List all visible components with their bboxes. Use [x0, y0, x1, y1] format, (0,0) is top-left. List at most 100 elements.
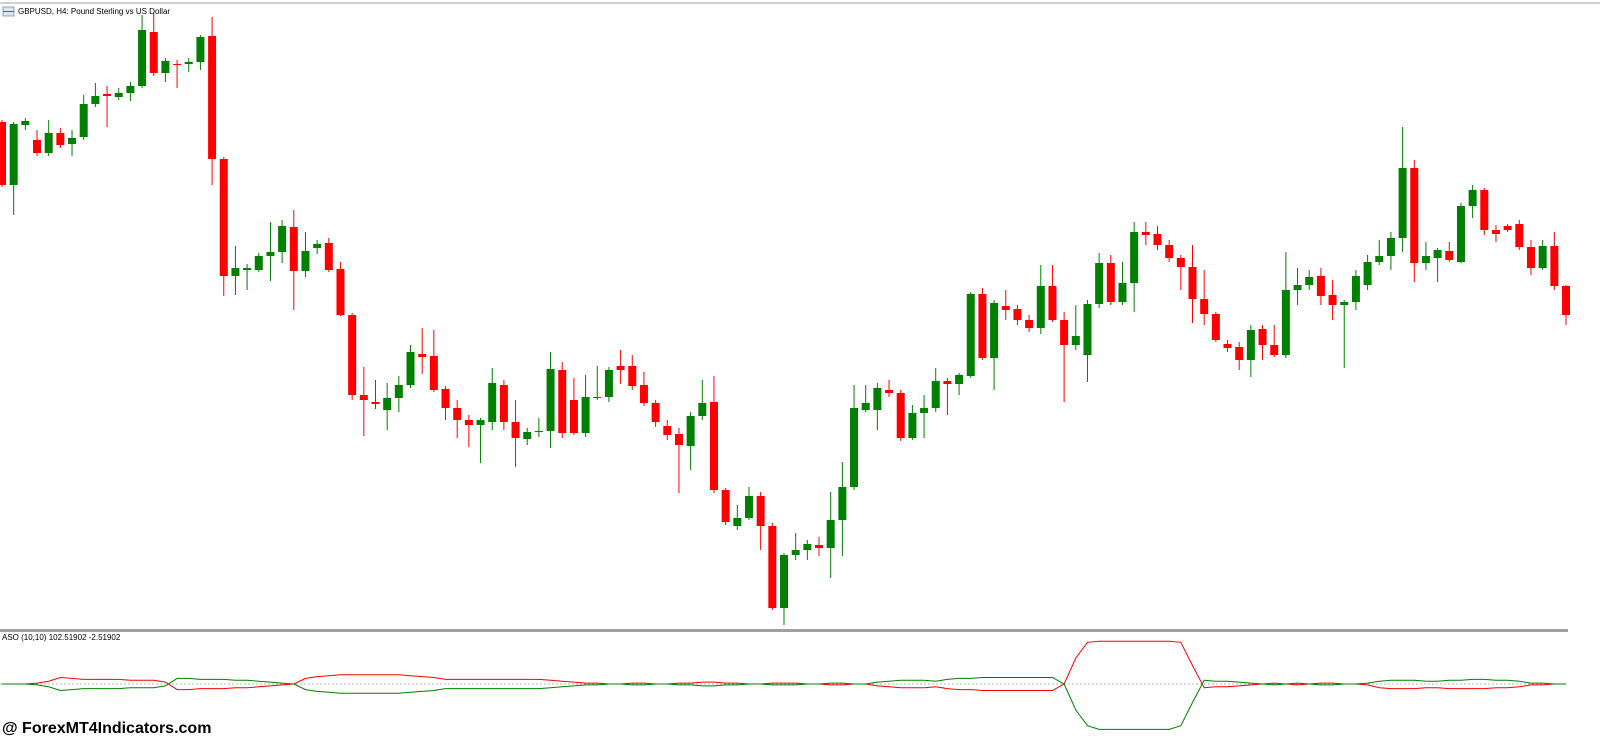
candle-body — [1095, 263, 1104, 304]
candle-body — [1468, 190, 1477, 206]
candle-body — [1562, 286, 1570, 315]
candle-body — [1176, 258, 1185, 267]
candle-body — [1410, 168, 1419, 263]
candle-body — [33, 140, 42, 153]
candle-body — [103, 94, 112, 96]
candle-body — [1223, 344, 1232, 348]
candle-body — [173, 64, 182, 65]
candle-body — [219, 159, 228, 276]
candle-body — [1515, 224, 1524, 247]
candle-body — [1001, 306, 1010, 310]
candle-body — [1013, 309, 1022, 320]
candle-body — [780, 555, 788, 608]
candle-body — [1153, 234, 1162, 245]
candle-body — [336, 269, 345, 315]
candle-body — [850, 408, 859, 487]
candle-body — [429, 356, 438, 390]
candle-body — [523, 432, 532, 439]
candle-body — [908, 413, 917, 438]
candle-body — [791, 550, 800, 555]
candle-body — [1071, 336, 1080, 345]
candle-body — [138, 30, 147, 86]
candle-body — [1445, 251, 1454, 260]
candle-body — [978, 294, 987, 358]
candle-body — [1316, 276, 1325, 296]
candle-body — [418, 354, 427, 357]
candle-body — [1246, 330, 1255, 360]
candle-body — [1060, 320, 1069, 345]
candle-body — [371, 402, 380, 404]
candle-body — [1491, 230, 1500, 234]
candle-body — [651, 403, 660, 422]
candle-body — [896, 393, 905, 438]
candle-body — [1025, 320, 1034, 328]
candle-body — [1538, 246, 1547, 268]
candle-body — [289, 227, 298, 271]
candle-body — [943, 381, 952, 384]
candle-body — [301, 251, 310, 271]
candle-body — [931, 381, 940, 408]
candle-body — [1293, 285, 1302, 290]
candle-body — [324, 243, 333, 270]
candle-body — [1398, 168, 1407, 238]
candle-body — [1258, 329, 1267, 345]
candle-body — [663, 426, 672, 435]
candle-body — [616, 366, 625, 370]
candle-body — [698, 403, 707, 416]
candle-body — [803, 544, 812, 550]
candle-body — [721, 490, 730, 522]
candle-body — [534, 431, 543, 432]
indicator-title: ASO (10,10) 102.51902 -2.51902 — [2, 633, 121, 642]
candle-body — [815, 545, 824, 548]
candle-body — [184, 62, 193, 64]
candle-body — [56, 133, 65, 145]
candle-body — [744, 496, 753, 518]
chart-title: GBPUSD, H4: Pound Sterling vs US Dollar — [18, 7, 170, 16]
candle-body — [826, 520, 835, 548]
candle-body — [231, 268, 240, 276]
candle-body — [254, 256, 263, 270]
candle-body — [1363, 262, 1372, 285]
candle-body — [161, 61, 170, 73]
candle-body — [1048, 286, 1057, 320]
candle-body — [1421, 256, 1430, 263]
candle-body — [990, 303, 999, 358]
candle-body — [955, 375, 964, 384]
candle-body — [1211, 314, 1220, 340]
candle-body — [1386, 238, 1395, 256]
candle-body — [1550, 246, 1559, 286]
candle-body — [1456, 206, 1465, 262]
candle-body — [873, 388, 882, 410]
candle-body — [1433, 250, 1442, 258]
candle-body — [768, 526, 777, 608]
candle-body — [383, 398, 392, 410]
candle-body — [1351, 276, 1360, 302]
candle-body — [208, 36, 217, 159]
candle-body — [546, 369, 555, 431]
candle-body — [359, 395, 368, 400]
candle-body — [1340, 302, 1349, 305]
candle-body — [628, 366, 637, 386]
candle-body — [604, 370, 613, 397]
candle-body — [1235, 347, 1244, 360]
candle-body — [885, 390, 894, 393]
candle-body — [196, 37, 205, 62]
candle-body — [21, 121, 30, 125]
candle-body — [639, 385, 648, 403]
candle-body — [1375, 256, 1384, 262]
candle-body — [511, 422, 520, 438]
candle-body — [266, 252, 275, 256]
candle-body — [1305, 277, 1314, 285]
candle-body — [1106, 263, 1115, 302]
candle-body — [1083, 304, 1092, 355]
candle-body — [149, 32, 158, 73]
candle-body — [558, 370, 567, 433]
candle-body — [1130, 232, 1139, 283]
candle-body — [756, 496, 765, 526]
candle-body — [1281, 290, 1290, 355]
indicator-line — [2, 677, 1566, 730]
panel-separator — [0, 629, 1568, 632]
candle-body — [91, 96, 100, 104]
candle-body — [920, 408, 929, 413]
